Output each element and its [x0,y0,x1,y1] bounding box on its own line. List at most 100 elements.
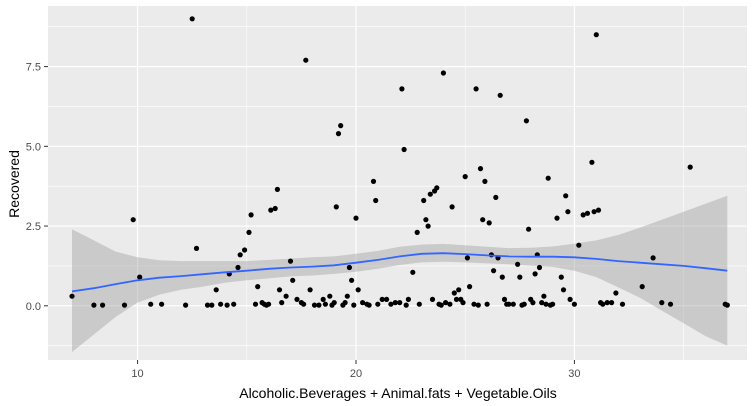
data-point [274,186,280,192]
data-point [353,215,359,221]
data-point [100,302,106,308]
data-point [571,301,578,307]
data-point [397,300,403,306]
data-point [366,302,372,308]
data-point [473,86,479,92]
data-point [460,300,466,306]
data-point [355,287,361,293]
data-point [604,300,610,306]
data-point [401,146,407,153]
data-point [405,296,411,302]
data-point [434,185,440,191]
data-point [567,296,573,302]
minor-gridlines [48,6,747,360]
data-point [379,296,385,302]
data-point [480,217,486,223]
data-point [477,166,484,172]
data-point [272,205,278,212]
axis-ticks [44,66,575,364]
data-point [246,229,252,235]
data-point [475,302,481,308]
data-point [421,197,427,204]
data-point [237,252,243,258]
data-point [346,264,352,271]
data-point [301,301,307,307]
data-point [515,261,521,267]
data-point [523,118,530,124]
data-point [576,242,582,248]
data-point [619,301,626,307]
data-point [517,274,523,280]
data-point [351,302,357,308]
data-point [443,300,449,306]
data-point [595,207,602,213]
data-point [137,274,143,280]
data-point [580,212,586,218]
data-point [438,302,444,308]
data-point [331,300,337,306]
data-point [375,301,381,307]
data-point [550,301,556,307]
data-point [429,296,436,302]
data-point [287,258,294,264]
data-point [209,302,215,308]
data-point [543,301,549,307]
data-point [499,274,505,280]
data-point [541,293,547,299]
data-point [486,220,492,226]
data-point [609,300,615,306]
data-point [388,301,394,307]
data-point [532,271,538,277]
data-point [724,302,730,308]
data-point [510,301,516,307]
data-point [659,300,665,306]
data-point [416,301,422,307]
data-point [639,284,645,290]
data-point [392,300,398,306]
data-point [447,301,453,307]
data-point [589,159,595,165]
data-point [501,296,508,302]
data-point [554,215,560,221]
data-point [526,226,532,232]
data-point [440,70,446,76]
data-point [467,284,473,290]
y-axis-title: Recovered [6,150,22,218]
data-point [462,174,468,180]
data-point [414,229,420,235]
data-point [650,255,656,261]
data-point [224,302,230,308]
data-point [497,92,503,98]
data-point [456,287,462,293]
data-point [482,178,488,184]
data-point [687,164,693,170]
data-point [322,301,328,307]
data-point [565,209,571,215]
data-point [342,300,348,306]
data-point [471,301,477,307]
data-point [248,212,254,218]
data-point [279,300,285,306]
data-point [591,209,597,215]
data-point [193,245,200,251]
data-point [303,57,309,63]
plot-panel [48,6,747,360]
data-point [521,301,527,307]
data-point [584,210,591,216]
x-tick-label: 10 [131,368,143,380]
data-point [410,269,416,275]
data-point [399,86,405,92]
data-point [425,223,431,229]
data-point [183,302,189,308]
data-point [121,302,128,308]
data-point [327,293,333,299]
smooth-line-layer [71,252,728,293]
data-point [484,301,490,307]
data-point [491,268,497,274]
data-point [545,175,551,181]
y-tick-labels: 0.0 2.5 5.0 7.5 [26,62,41,313]
data-point [613,290,619,296]
data-point [255,284,261,290]
data-point [307,287,313,293]
data-point [600,301,606,307]
